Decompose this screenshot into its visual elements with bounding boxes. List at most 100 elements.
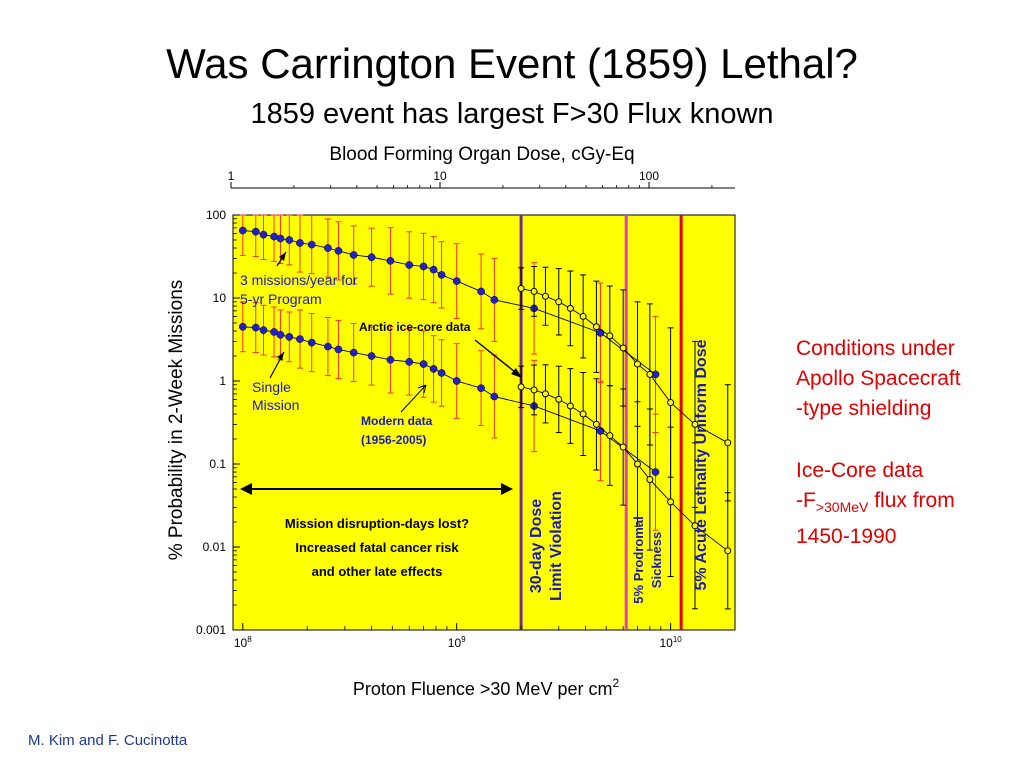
data-point xyxy=(349,251,358,259)
top-axis-tick-label: 10 xyxy=(433,169,447,183)
data-point xyxy=(633,360,641,368)
span-arrowhead-right xyxy=(501,483,513,495)
slide-subtitle: 1859 event has largest F>30 Flux known xyxy=(250,98,774,130)
data-point xyxy=(285,236,294,244)
data-point xyxy=(324,342,332,351)
prodromal-label-line2: Sickness xyxy=(649,532,664,588)
data-point xyxy=(307,240,316,249)
data-point xyxy=(596,427,605,435)
y-tick-label: 0.1 xyxy=(209,457,226,471)
data-point xyxy=(386,257,395,265)
data-point xyxy=(324,244,332,252)
prodromal-label-line1: 5% Prodromal xyxy=(631,516,646,603)
data-point xyxy=(251,227,260,236)
data-point xyxy=(566,304,574,312)
ice-core-arrowhead xyxy=(511,368,522,378)
effects-text-line: and other late effects xyxy=(312,564,443,579)
single-arrowhead xyxy=(277,352,284,361)
data-point xyxy=(619,344,627,352)
note-line-5-suffix: flux from xyxy=(868,489,955,512)
lethality-label: 5% Acute Lethality Uniform Dose xyxy=(693,339,710,590)
data-point xyxy=(596,329,605,337)
y-tick-label: 10 xyxy=(213,291,227,305)
data-point xyxy=(419,360,428,368)
note-line-6: 1450-1990 xyxy=(796,525,897,549)
data-point xyxy=(276,234,285,243)
data-point xyxy=(429,365,438,373)
apollo-conditions-note: Conditions under Apollo Spacecraft -type… xyxy=(796,334,961,424)
data-point xyxy=(651,468,660,476)
note-line-2: Apollo Spacecraft xyxy=(796,367,961,390)
note-line-3: -type shielding xyxy=(796,397,932,420)
data-point xyxy=(691,522,699,530)
data-point xyxy=(251,323,260,332)
x-tick-label: 109 xyxy=(448,635,466,650)
x-tick-label: 108 xyxy=(234,635,252,650)
note-line-5-sub: >30MeV xyxy=(815,499,869,516)
data-point xyxy=(477,287,485,296)
data-point xyxy=(579,410,587,418)
plot-area xyxy=(232,214,736,631)
data-point xyxy=(646,476,654,484)
single-label-line1: Single xyxy=(252,379,291,395)
data-point xyxy=(419,262,428,271)
top-axis-tick-label: 1 xyxy=(228,169,235,183)
data-point xyxy=(259,230,268,239)
data-point xyxy=(307,338,316,347)
program-label-line1: 3 missions/year for xyxy=(240,272,358,288)
data-point xyxy=(334,345,343,354)
y-tick-label: 1 xyxy=(219,374,226,388)
data-point xyxy=(296,239,304,247)
single-label-line2: Mission xyxy=(252,397,299,413)
data-point xyxy=(386,355,395,364)
data-point xyxy=(541,390,549,398)
data-point xyxy=(566,402,574,410)
data-point xyxy=(592,323,600,331)
y-tick-label: 0.01 xyxy=(203,540,227,554)
data-point xyxy=(619,443,627,451)
ice-core-arrow xyxy=(474,339,521,377)
data-point xyxy=(367,352,376,360)
data-point xyxy=(724,547,732,555)
data-point xyxy=(349,348,358,357)
data-point xyxy=(452,377,461,385)
ice-core-note: Ice-Core data -F>30MeV flux from 1450-19… xyxy=(796,456,955,552)
data-point xyxy=(276,330,285,339)
author-credit: M. Kim and F. Cucinotta xyxy=(28,732,188,749)
data-point xyxy=(285,333,294,341)
data-point xyxy=(238,322,247,331)
data-point xyxy=(541,292,549,300)
x-axis-label: Proton Fluence >30 MeV per cm2 xyxy=(353,676,620,699)
modern-arrow xyxy=(400,384,427,413)
x-tick-label: 1010 xyxy=(659,635,682,650)
data-point xyxy=(517,285,525,293)
data-point xyxy=(437,369,446,377)
data-point xyxy=(259,326,268,334)
data-point xyxy=(490,392,499,401)
dose-limit-label-line1: 30-day Dose xyxy=(528,499,545,593)
data-point xyxy=(405,358,414,366)
effects-text-line: Mission disruption-days lost? xyxy=(285,516,469,531)
y-axis-label: % Probability in 2-Week Missions xyxy=(166,280,187,561)
span-arrowhead-left xyxy=(240,483,252,495)
data-point xyxy=(429,265,438,274)
program-arrowhead xyxy=(279,252,286,261)
data-point xyxy=(691,420,699,428)
data-point xyxy=(238,226,247,235)
data-point xyxy=(530,386,538,394)
top-axis-tick-label: 100 xyxy=(639,169,659,183)
data-point xyxy=(490,295,499,304)
note-line-5-prefix: -F xyxy=(796,489,816,512)
data-point xyxy=(452,277,461,285)
data-point xyxy=(667,399,675,407)
data-point xyxy=(555,395,563,403)
data-point xyxy=(530,287,538,295)
data-point xyxy=(646,370,654,378)
modern-label-line2: (1956-2005) xyxy=(361,433,426,447)
y-tick-label: 100 xyxy=(206,208,226,222)
program-label-line2: 5-yr Program xyxy=(240,291,322,307)
effects-text-line: Increased fatal cancer risk xyxy=(295,540,459,555)
modern-arrowhead xyxy=(417,384,427,394)
data-point xyxy=(437,271,446,279)
data-point xyxy=(667,498,675,506)
